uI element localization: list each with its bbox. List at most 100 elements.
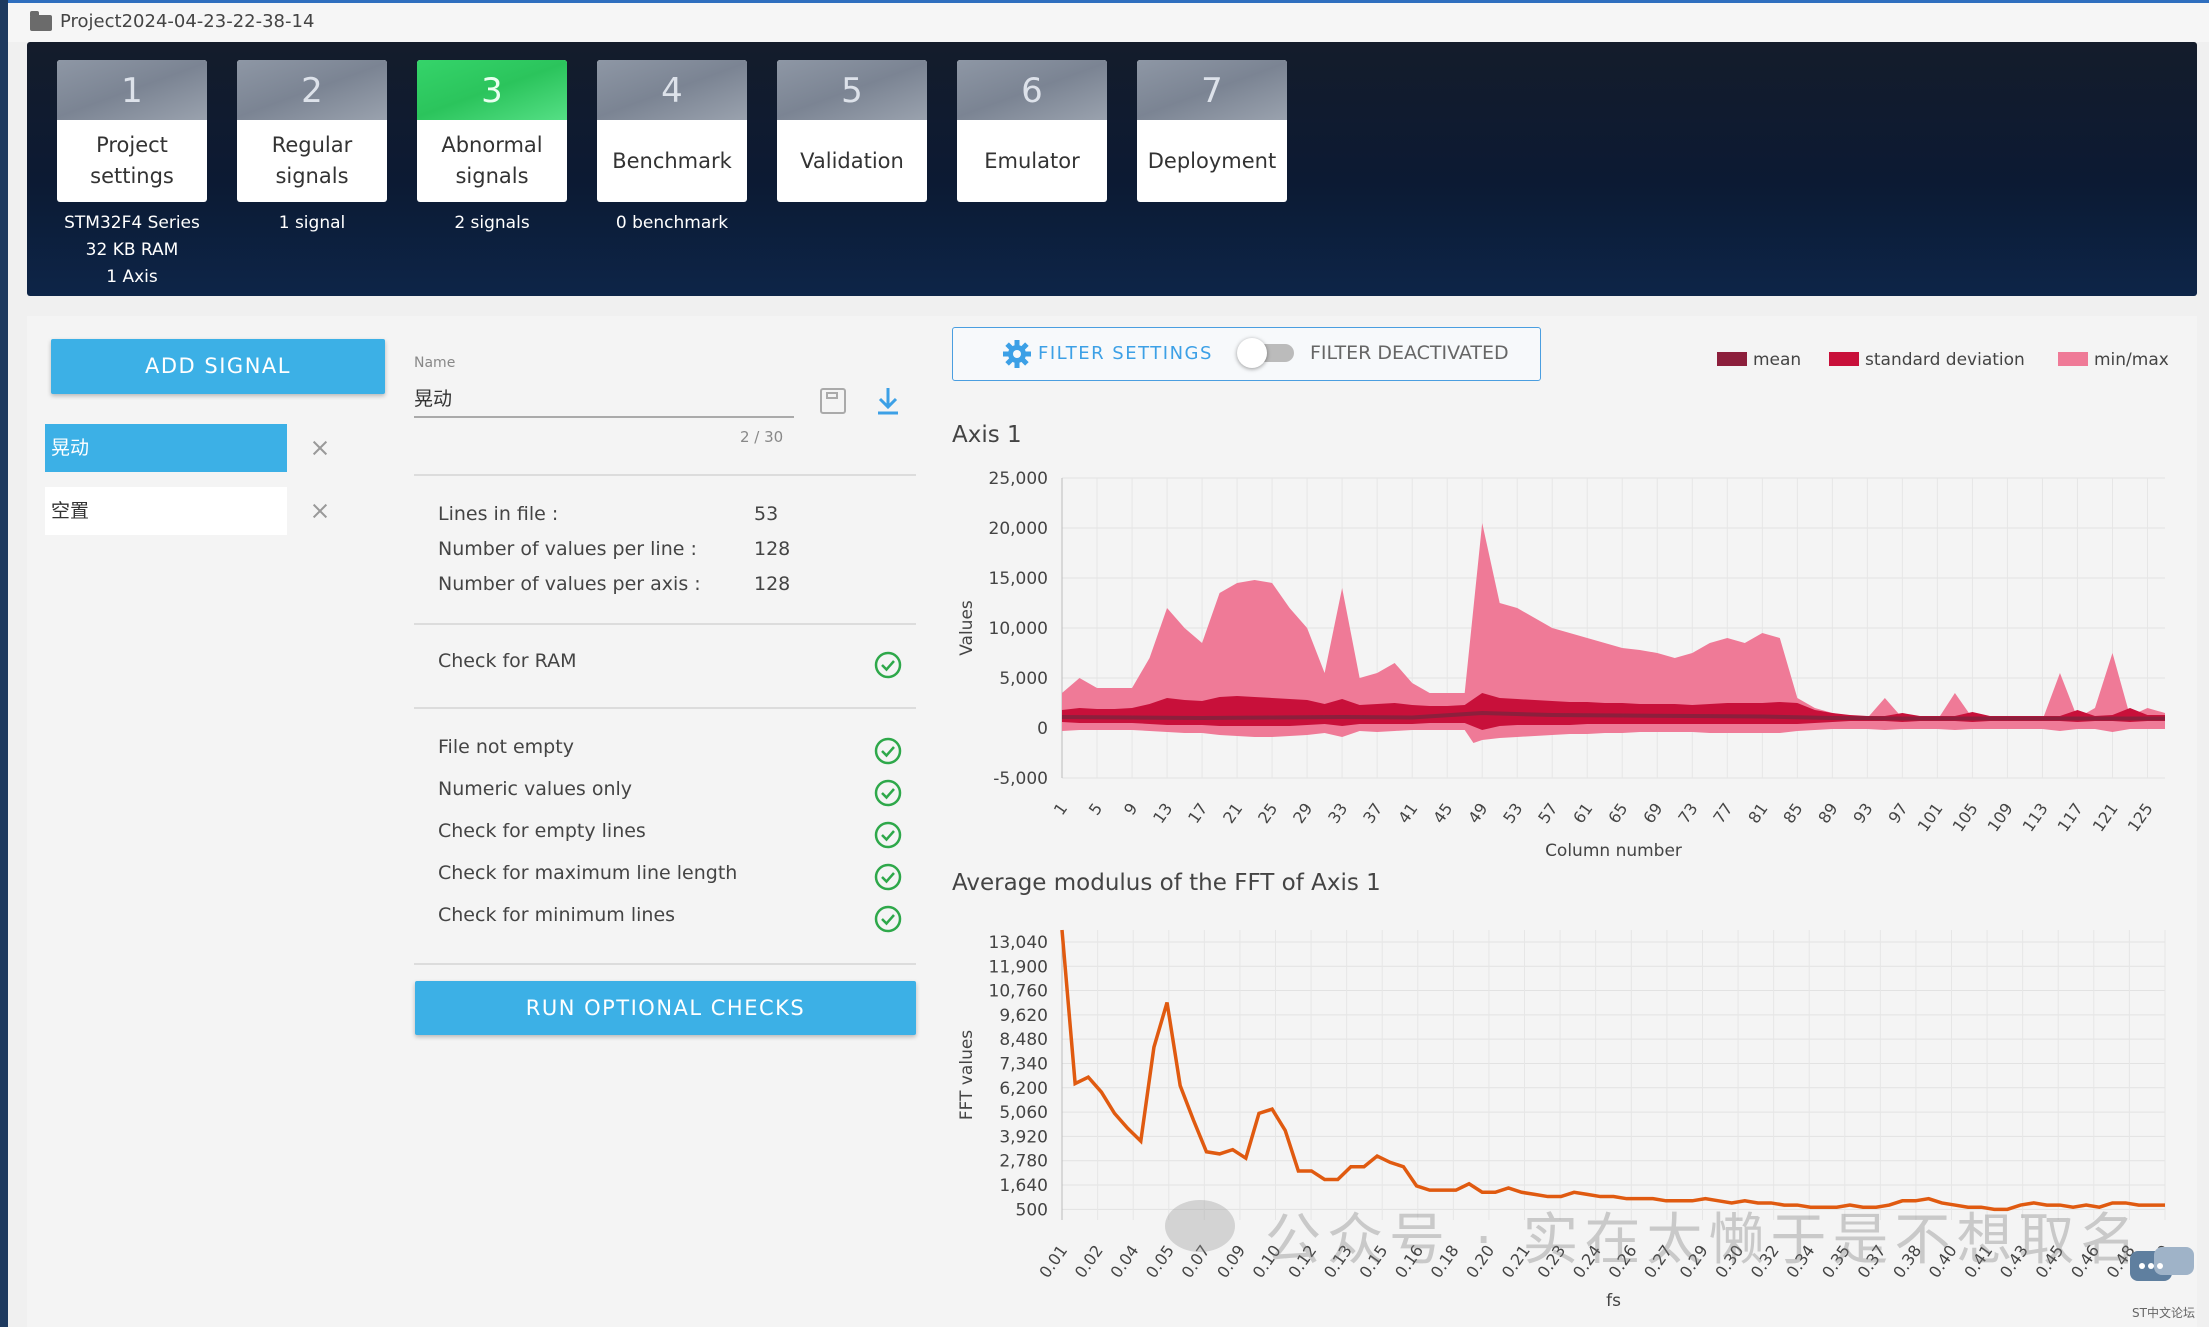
divider [414, 623, 916, 625]
values-per-line-label: Number of values per line : [438, 538, 697, 560]
step-number: 6 [957, 60, 1107, 120]
y-tick-label: 2,780 [999, 1152, 1048, 1172]
legend-label: mean [1753, 350, 1802, 370]
step-label: Benchmark [612, 148, 732, 173]
x-tick-label: 45 [1429, 799, 1456, 827]
x-tick-label: 109 [1984, 799, 2017, 835]
y-tick-label: 3,920 [999, 1127, 1048, 1147]
download-icon[interactable] [875, 386, 901, 416]
signal-item-selected[interactable]: 晃动 [45, 424, 287, 472]
legend-mean[interactable]: mean [1717, 350, 1801, 370]
run-optional-checks-button[interactable]: RUN OPTIONAL CHECKS [415, 981, 916, 1035]
close-icon[interactable] [311, 502, 329, 520]
filter-settings-label[interactable]: FILTER SETTINGS [1038, 343, 1213, 364]
step-card-5[interactable]: 5 Validation [777, 60, 927, 202]
mean-line [1061, 710, 2165, 721]
step-card-2[interactable]: 2 Regular signals [237, 60, 387, 202]
check-circle-icon [874, 821, 902, 849]
x-tick-label: 73 [1674, 799, 1701, 827]
x-tick-label: 9 [1120, 799, 1141, 818]
signal-name-input[interactable] [414, 378, 794, 418]
add-signal-button[interactable]: ADD SIGNAL [51, 339, 385, 394]
wechat-icon [1165, 1200, 1235, 1252]
x-tick-label: 97 [1884, 799, 1911, 827]
x-tick-label: 113 [2019, 799, 2052, 835]
step-number: 2 [237, 60, 387, 120]
x-tick-label: 81 [1744, 799, 1771, 827]
watermark: 公众号 · 实在太懒于是不想取名 [1265, 1208, 2143, 1273]
lines-in-file-label: Lines in file : [438, 503, 559, 525]
signal-item[interactable]: 空置 [45, 487, 287, 535]
x-tick-label: 57 [1534, 799, 1561, 827]
y-tick-label: 7,340 [999, 1054, 1048, 1074]
workflow-steps-panel: 1 Project settings STM32F4 Series 32 KB RA… [27, 42, 2197, 296]
step-info: 0 benchmark [615, 213, 729, 233]
x-tick-label: 1 [1050, 799, 1071, 818]
x-tick-label: 5 [1085, 799, 1106, 818]
legend-swatch [1829, 352, 1859, 366]
y-tick-label: 5,000 [999, 669, 1048, 689]
step-label: Abnormal signals [441, 133, 543, 188]
folder-icon [30, 11, 52, 31]
x-tick-label: 121 [2089, 799, 2122, 835]
fft-line [1060, 929, 2165, 1212]
step-card-7[interactable]: 7 Deployment [1137, 60, 1287, 202]
x-axis-label: fs [1606, 1291, 1621, 1311]
legend-std-dev[interactable]: standard deviation [1829, 350, 2025, 370]
forum-logo-icon [2130, 1247, 2194, 1281]
y-tick-label: 9,620 [999, 1006, 1048, 1026]
y-tick-label: 5,060 [999, 1103, 1048, 1123]
forum-text: ST中文论坛 [2132, 1306, 2195, 1320]
min-max-band [1062, 523, 2165, 743]
check-circle-icon [874, 863, 902, 891]
fft-chart-title: Average modulus of the FFT of Axis 1 [952, 870, 1381, 896]
check-label: File not empty [438, 736, 574, 758]
divider [414, 963, 916, 965]
values-per-axis-label: Number of values per axis : [438, 573, 701, 595]
close-icon[interactable] [311, 439, 329, 457]
title-bar: Project2024-04-23-22-38-14 [8, 0, 2209, 42]
step-label: Project settings [90, 133, 174, 188]
step-card-3[interactable]: 3 Abnormal signals [417, 60, 567, 202]
fft-chart: 13,040 11,900 10,760 9,620 8,480 7,340 6,200 5,… [957, 929, 2174, 1311]
check-label: Check for minimum lines [438, 904, 676, 926]
step-number: 3 [417, 60, 567, 120]
y-tick-label: 20,000 [989, 519, 1048, 539]
legend-label: min/max [2094, 350, 2169, 370]
x-tick-label: 85 [1779, 799, 1806, 827]
step-number: 1 [57, 60, 207, 120]
std-dev-band [1062, 693, 2165, 730]
y-tick-label: 8,480 [999, 1030, 1048, 1050]
x-tick-label: 49 [1464, 799, 1491, 827]
filter-state-label: FILTER DEACTIVATED [1310, 342, 1509, 364]
filter-toggle-knob[interactable] [1237, 338, 1267, 368]
y-tick-label: 25,000 [989, 469, 1048, 489]
legend-swatch [1717, 352, 1747, 366]
x-axis-label: Column number [1545, 841, 1682, 860]
step-info: STM32F4 Series 32 KB RAM 1 Axis [64, 213, 200, 287]
step-number: 7 [1137, 60, 1287, 120]
step-card-6[interactable]: 6 Emulator [957, 60, 1107, 202]
x-tick-label: 69 [1639, 799, 1666, 827]
ram-check-label: Check for RAM [438, 650, 577, 672]
values-per-line-value: 128 [754, 538, 791, 560]
legend-min-max[interactable]: min/max [2058, 350, 2169, 370]
step-card-4[interactable]: 4 Benchmark [597, 60, 747, 202]
y-tick-label: 11,900 [989, 957, 1048, 977]
check-circle-icon [874, 737, 902, 765]
main-panel [27, 316, 2197, 1327]
x-tick-label: 41 [1394, 799, 1421, 827]
x-tick-label: 61 [1569, 799, 1596, 827]
y-tick-label: 500 [1016, 1200, 1048, 1220]
x-tick-label: 89 [1814, 799, 1841, 827]
step-label: Deployment [1147, 148, 1277, 173]
x-tick-label: 33 [1324, 799, 1351, 827]
save-icon[interactable] [820, 388, 846, 414]
gear-icon[interactable] [1002, 339, 1032, 369]
step-label: Validation [800, 148, 904, 173]
step-card-1[interactable]: 1 Project settings [57, 60, 207, 202]
y-tick-label: 0 [1037, 719, 1048, 739]
name-char-count: 2 / 30 [740, 428, 784, 446]
x-tick-label: 65 [1604, 799, 1631, 827]
window-left-edge [0, 0, 8, 1327]
